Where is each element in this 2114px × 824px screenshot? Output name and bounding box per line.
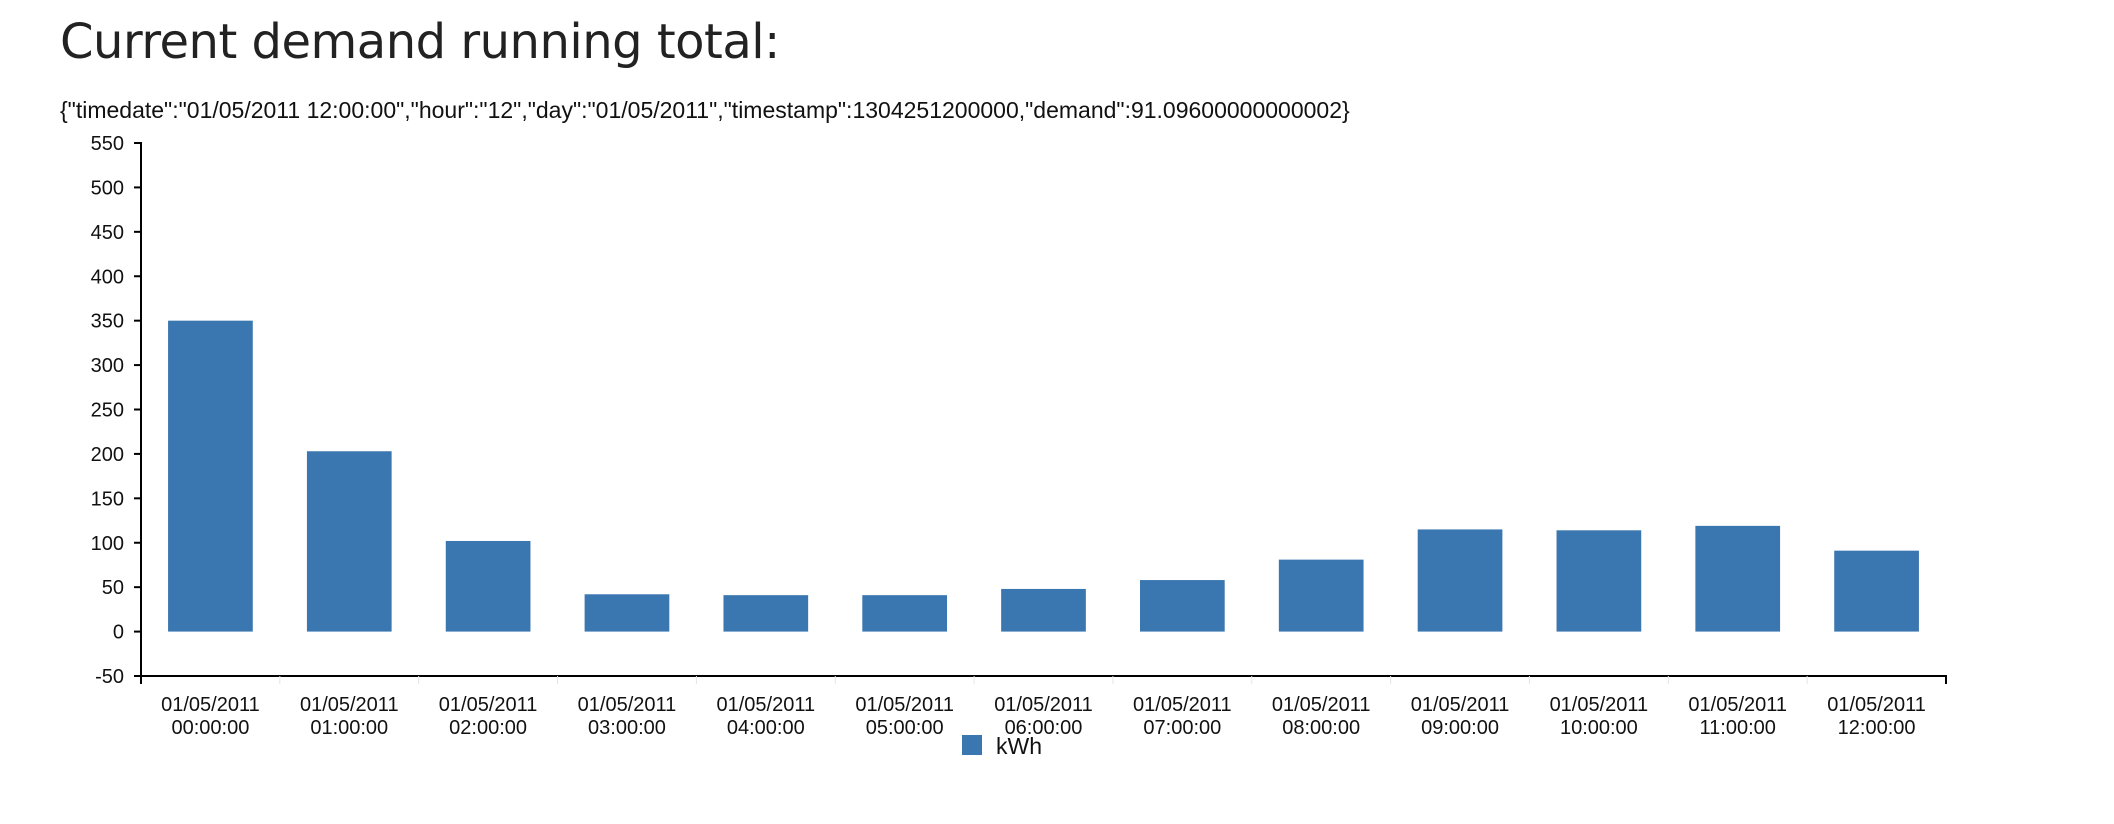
y-tick-label: 100 bbox=[91, 533, 124, 555]
y-tick-label: 250 bbox=[91, 400, 124, 422]
bar[interactable] bbox=[1001, 588, 1086, 632]
y-tick-label: 450 bbox=[91, 222, 124, 244]
y-tick-label: 150 bbox=[91, 488, 124, 510]
y-tick-label: 350 bbox=[91, 311, 124, 333]
x-tick-label: 01/05/2011 12:00:00 bbox=[1827, 694, 1926, 739]
legend-label: kWh bbox=[996, 733, 1042, 759]
x-tick-label: 01/05/2011 01:00:00 bbox=[300, 694, 399, 739]
y-tick-label: 50 bbox=[102, 577, 124, 599]
bar[interactable] bbox=[1556, 530, 1642, 632]
latest-reading-json: {"timedate":"01/05/2011 12:00:00","hour"… bbox=[60, 97, 1350, 123]
bar[interactable] bbox=[1695, 525, 1781, 632]
bar[interactable] bbox=[168, 320, 253, 632]
x-tick-label: 01/05/2011 04:00:00 bbox=[716, 694, 815, 739]
y-tick-label: 400 bbox=[91, 266, 124, 288]
y-tick-label: 300 bbox=[91, 355, 124, 377]
y-tick-label: 550 bbox=[91, 133, 124, 155]
x-tick-label: 01/05/2011 11:00:00 bbox=[1688, 694, 1787, 739]
bar[interactable] bbox=[723, 595, 809, 632]
bar[interactable] bbox=[584, 594, 670, 632]
x-tick-label: 01/05/2011 05:00:00 bbox=[855, 694, 954, 739]
x-tick-label: 01/05/2011 02:00:00 bbox=[439, 694, 538, 739]
bar[interactable] bbox=[1834, 550, 1919, 632]
x-tick-label: 01/05/2011 00:00:00 bbox=[161, 694, 260, 739]
y-tick-label: -50 bbox=[95, 666, 124, 688]
x-tick-label: 01/05/2011 07:00:00 bbox=[1133, 694, 1232, 739]
x-tick-label: 01/05/2011 03:00:00 bbox=[578, 694, 677, 739]
bar[interactable] bbox=[1278, 559, 1364, 632]
page-title: Current demand running total: bbox=[60, 14, 780, 70]
bar[interactable] bbox=[1139, 580, 1225, 632]
legend-swatch bbox=[962, 735, 982, 755]
x-tick-label: 01/05/2011 06:00:00 bbox=[994, 694, 1093, 739]
y-tick-label: 500 bbox=[91, 177, 124, 199]
x-axis-line bbox=[140, 675, 1947, 684]
bar[interactable] bbox=[306, 451, 392, 632]
bar[interactable] bbox=[1417, 529, 1503, 632]
y-tick-label: 0 bbox=[113, 622, 124, 644]
y-tick-label: 200 bbox=[91, 444, 124, 466]
bar[interactable] bbox=[445, 540, 531, 632]
x-tick-label: 01/05/2011 08:00:00 bbox=[1272, 694, 1371, 739]
bar[interactable] bbox=[862, 595, 948, 632]
x-tick-label: 01/05/2011 09:00:00 bbox=[1411, 694, 1510, 739]
x-tick-label: 01/05/2011 10:00:00 bbox=[1550, 694, 1649, 739]
